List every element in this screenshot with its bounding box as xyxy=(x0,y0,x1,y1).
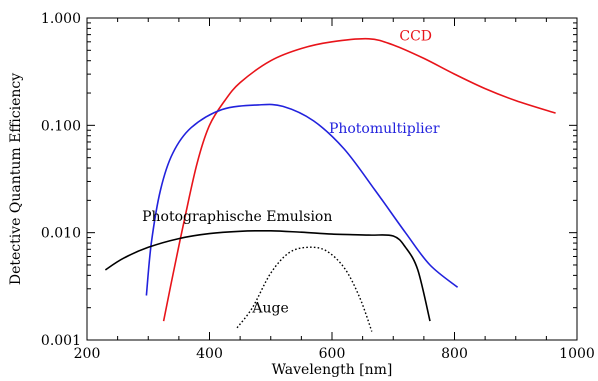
y-tick-label: 1.000 xyxy=(41,11,81,27)
series-line-ccd xyxy=(162,37,556,322)
y-tick-label: 0.010 xyxy=(41,226,81,242)
series-layer xyxy=(104,37,556,332)
x-tick-label: 200 xyxy=(74,346,101,362)
y-tick-label: 0.001 xyxy=(41,333,81,349)
series-line-photomultiplier xyxy=(145,103,459,296)
x-tick-label: 600 xyxy=(319,346,346,362)
plot-frame xyxy=(86,17,578,341)
x-tick-label: 400 xyxy=(196,346,223,362)
y-axis-title: Detective Quantum Efficiency xyxy=(8,73,24,285)
series-line-auge xyxy=(236,246,373,332)
series-label-auge: Auge xyxy=(251,301,288,317)
series-line-photographische-emulsion xyxy=(104,229,431,322)
ticks-layer: 200 400 600 800 1000 0.001 0.010 0.100 1.000 xyxy=(41,11,595,362)
x-tick-label: 1000 xyxy=(559,346,595,362)
y-tick-label: 0.100 xyxy=(41,118,81,134)
labels-layer: CCD Photomultiplier Photographische Emulsi… xyxy=(142,28,440,316)
x-tick-label: 800 xyxy=(441,346,468,362)
series-label-photomultiplier: Photomultiplier xyxy=(329,121,440,137)
x-axis-title: Wavelength [nm] xyxy=(272,362,393,378)
series-label-photographische-emulsion: Photographische Emulsion xyxy=(142,209,332,225)
series-label-ccd: CCD xyxy=(399,28,432,44)
